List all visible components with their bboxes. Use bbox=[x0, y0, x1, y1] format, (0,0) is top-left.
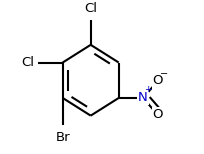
Text: Cl: Cl bbox=[21, 56, 34, 69]
Text: N: N bbox=[137, 91, 147, 104]
Text: +: + bbox=[143, 85, 151, 94]
Text: O: O bbox=[152, 75, 162, 87]
Text: Cl: Cl bbox=[84, 2, 97, 15]
Text: −: − bbox=[159, 69, 167, 79]
Text: O: O bbox=[152, 108, 162, 121]
Text: Br: Br bbox=[55, 131, 70, 144]
